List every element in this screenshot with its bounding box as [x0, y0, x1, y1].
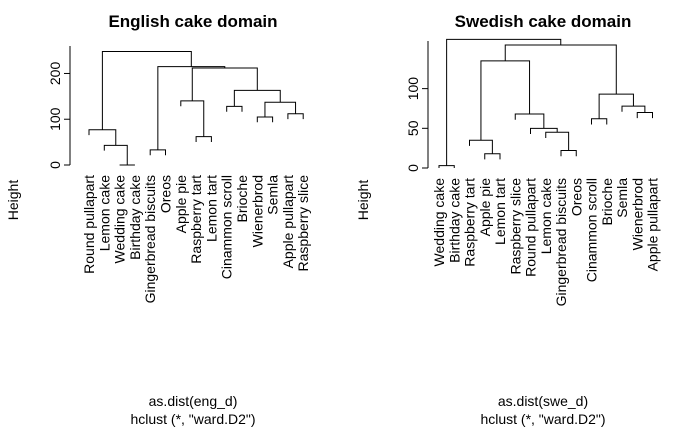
- english-y-tick-label: 200: [47, 62, 63, 86]
- english-branch: [287, 113, 304, 120]
- swedish-leaf-label: Oreos: [568, 178, 584, 216]
- english-leaf-label: Semla: [265, 175, 281, 215]
- english-dendrogram-panel: English cake domain Height as.dist(eng_d…: [5, 12, 311, 427]
- swedish-branch: [446, 38, 562, 166]
- swedish-leaf-label: Apple pullapart: [645, 178, 661, 272]
- english-branch: [88, 129, 117, 146]
- english-y-tick-label: 100: [47, 107, 63, 131]
- english-leaf-label: Gingerbread biscuits: [142, 175, 158, 303]
- swedish-leaf-label: Wedding cake: [431, 178, 447, 267]
- english-y-axis-title: Height: [5, 180, 21, 221]
- swedish-y-tick-label: 100: [405, 77, 421, 101]
- english-branch: [191, 67, 258, 101]
- english-leaf-label: Wienerbrod: [249, 175, 265, 247]
- swedish-leaf-label: Raspberry slice: [507, 178, 523, 275]
- english-leaf-label: Wedding cake: [112, 175, 128, 264]
- english-leaf-label: Brioche: [234, 175, 250, 223]
- swedish-branch: [560, 150, 577, 157]
- swedish-dendrogram-panel: Swedish cake domain Height as.dist(swe_d…: [355, 12, 661, 427]
- swedish-branch: [545, 131, 570, 151]
- english-x-axis-title: as.dist(eng_d): [149, 393, 238, 409]
- english-leaf-label: Oreos: [158, 175, 174, 213]
- swedish-y-tick-label: 0: [405, 164, 421, 172]
- swedish-leaf-label: Gingerbread biscuits: [553, 178, 569, 306]
- swedish-branch: [504, 44, 617, 95]
- english-leaf-label: Apple pullapart: [280, 175, 296, 269]
- swedish-leaf-label: Wienerbrod: [629, 178, 645, 250]
- swedish-branch: [514, 113, 545, 129]
- swedish-branch: [438, 165, 455, 168]
- english-branch: [103, 144, 128, 165]
- swedish-branch: [598, 93, 634, 119]
- english-leaf-label: Lemon cake: [96, 175, 112, 251]
- swedish-leaf-label: Raspberry tart: [462, 178, 478, 267]
- english-branch: [149, 149, 166, 156]
- english-y-tick-label: 0: [47, 161, 63, 169]
- english-method-subtitle: hclust (*, "ward.D2"): [130, 411, 255, 427]
- swedish-leaf-label: Lemon tart: [492, 178, 508, 245]
- swedish-branch: [621, 105, 646, 113]
- english-leaf-label: Cinammon scroll: [219, 175, 235, 279]
- swedish-leaf-label: Apple pie: [477, 178, 493, 237]
- english-branch: [226, 105, 243, 112]
- english-branch: [233, 89, 281, 107]
- english-branch: [101, 50, 192, 130]
- english-chart-title: English cake domain: [108, 12, 277, 31]
- swedish-method-subtitle: hclust (*, "ward.D2"): [480, 411, 605, 427]
- swedish-y-tick-label: 50: [405, 120, 421, 136]
- english-branch: [180, 100, 205, 137]
- english-branch: [256, 116, 274, 123]
- swedish-branch: [530, 127, 558, 135]
- english-leaf-label: Raspberry slice: [295, 175, 311, 272]
- swedish-y-axis-title: Height: [355, 180, 371, 221]
- english-leaf-label: Birthday cake: [127, 175, 143, 260]
- english-leaf-label: Apple pie: [173, 175, 189, 234]
- swedish-branch: [480, 60, 531, 141]
- english-leaf-label: Raspberry tart: [188, 175, 204, 264]
- swedish-leaf-label: Lemon cake: [538, 178, 554, 254]
- swedish-branch: [591, 118, 608, 125]
- swedish-x-axis-title: as.dist(swe_d): [498, 393, 588, 409]
- swedish-leaf-label: Birthday cake: [446, 178, 462, 263]
- english-branch: [264, 101, 297, 117]
- english-branch: [195, 136, 212, 142]
- swedish-chart-title: Swedish cake domain: [455, 12, 632, 31]
- english-leaf-label: Lemon tart: [203, 175, 219, 242]
- swedish-branch: [469, 139, 493, 154]
- swedish-branch: [636, 111, 653, 119]
- swedish-leaf-label: Brioche: [599, 178, 615, 226]
- swedish-leaf-label: Semla: [614, 178, 630, 218]
- swedish-branch: [484, 153, 501, 160]
- english-leaf-label: Round pullapart: [81, 175, 97, 274]
- swedish-leaf-label: Cinammon scroll: [584, 178, 600, 282]
- swedish-leaf-label: Round pullapart: [523, 178, 539, 277]
- english-branch: [157, 66, 226, 150]
